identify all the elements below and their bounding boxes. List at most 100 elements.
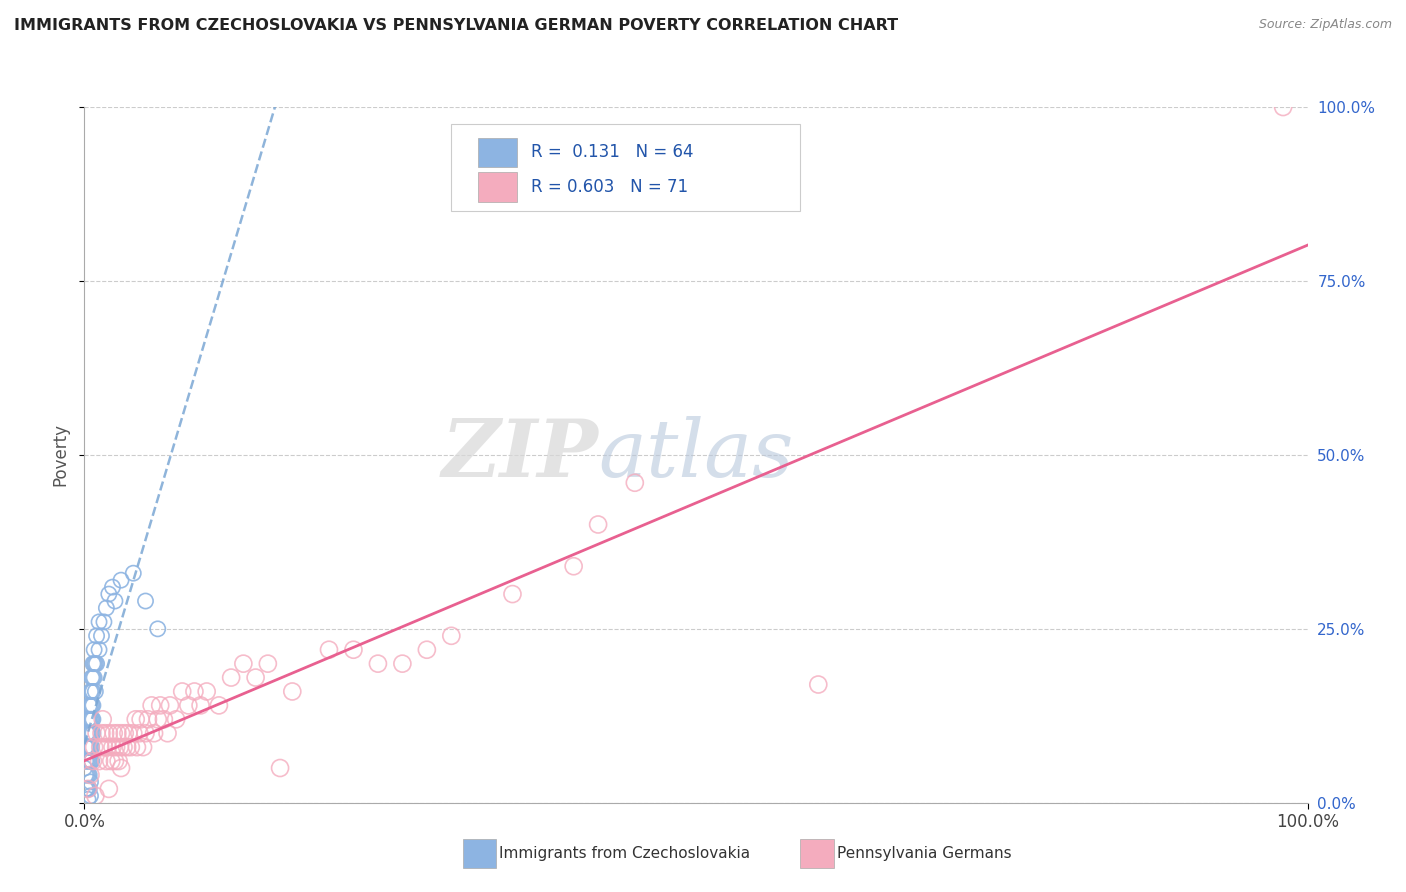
Point — [245, 671, 267, 685]
Point — [76, 768, 98, 782]
Point — [86, 726, 108, 740]
Point — [82, 657, 104, 671]
Point — [190, 698, 212, 713]
Point — [76, 740, 98, 755]
Point — [624, 475, 647, 490]
Point — [87, 642, 110, 657]
Text: Pennsylvania Germans: Pennsylvania Germans — [837, 847, 1011, 861]
Point — [367, 657, 389, 671]
Point — [172, 684, 194, 698]
Point — [79, 712, 101, 726]
Point — [83, 657, 105, 671]
Point — [108, 740, 131, 755]
Point — [87, 754, 110, 768]
Point — [103, 726, 125, 740]
Point — [84, 789, 107, 803]
Point — [96, 601, 118, 615]
Y-axis label: Poverty: Poverty — [51, 424, 69, 486]
Point — [77, 740, 100, 755]
Point — [110, 761, 132, 775]
Point — [79, 726, 101, 740]
Point — [146, 622, 169, 636]
Point — [75, 740, 97, 755]
Point — [122, 566, 145, 581]
Point — [79, 754, 101, 768]
Point — [105, 726, 128, 740]
Point — [93, 615, 115, 629]
Point — [89, 740, 111, 755]
Point — [77, 768, 100, 782]
Point — [132, 740, 155, 755]
Point — [80, 726, 103, 740]
FancyBboxPatch shape — [478, 137, 517, 167]
Point — [86, 657, 108, 671]
Point — [77, 698, 100, 713]
Point — [391, 657, 413, 671]
Point — [77, 726, 100, 740]
Point — [86, 629, 108, 643]
Point — [77, 792, 100, 806]
Point — [1272, 100, 1295, 114]
Point — [183, 684, 205, 698]
Point — [110, 573, 132, 587]
Point — [83, 671, 105, 685]
Text: IMMIGRANTS FROM CZECHOSLOVAKIA VS PENNSYLVANIA GERMAN POVERTY CORRELATION CHART: IMMIGRANTS FROM CZECHOSLOVAKIA VS PENNSY… — [14, 18, 898, 33]
Point — [281, 684, 304, 698]
Point — [80, 712, 103, 726]
Point — [440, 629, 463, 643]
Point — [177, 698, 200, 713]
Point — [107, 754, 129, 768]
Point — [318, 642, 340, 657]
Point — [117, 726, 139, 740]
FancyBboxPatch shape — [478, 172, 517, 202]
Point — [562, 559, 585, 574]
Point — [80, 698, 103, 713]
Point — [77, 712, 100, 726]
Point — [90, 629, 112, 643]
Point — [342, 642, 364, 657]
Point — [77, 768, 100, 782]
Point — [135, 726, 157, 740]
Point — [105, 740, 128, 755]
Point — [110, 726, 132, 740]
Point — [77, 781, 100, 796]
Point — [80, 671, 103, 685]
Point — [104, 754, 127, 768]
Point — [586, 517, 609, 532]
Point — [219, 671, 242, 685]
Point — [76, 726, 98, 740]
Point — [79, 775, 101, 789]
Point — [96, 754, 118, 768]
Point — [94, 726, 117, 740]
Point — [80, 754, 103, 768]
Text: Source: ZipAtlas.com: Source: ZipAtlas.com — [1258, 18, 1392, 31]
Point — [97, 781, 120, 796]
Point — [82, 754, 104, 768]
Point — [156, 726, 179, 740]
Point — [93, 740, 115, 755]
Text: ZIP: ZIP — [441, 417, 598, 493]
Point — [101, 740, 124, 755]
Point — [149, 698, 172, 713]
Point — [77, 781, 100, 796]
Point — [135, 594, 157, 608]
Point — [143, 726, 166, 740]
Point — [416, 642, 439, 657]
Point — [502, 587, 524, 601]
Point — [76, 781, 98, 796]
Point — [82, 671, 104, 685]
Point — [77, 754, 100, 768]
Point — [807, 677, 830, 691]
Point — [115, 740, 138, 755]
Point — [79, 768, 101, 782]
Text: Immigrants from Czechoslovakia: Immigrants from Czechoslovakia — [499, 847, 751, 861]
Point — [77, 754, 100, 768]
Text: R = 0.603   N = 71: R = 0.603 N = 71 — [531, 178, 688, 196]
Point — [75, 768, 97, 782]
Point — [101, 580, 124, 594]
Point — [122, 726, 145, 740]
Point — [100, 754, 122, 768]
Point — [79, 740, 101, 755]
Text: R =  0.131   N = 64: R = 0.131 N = 64 — [531, 144, 693, 161]
Point — [84, 657, 107, 671]
